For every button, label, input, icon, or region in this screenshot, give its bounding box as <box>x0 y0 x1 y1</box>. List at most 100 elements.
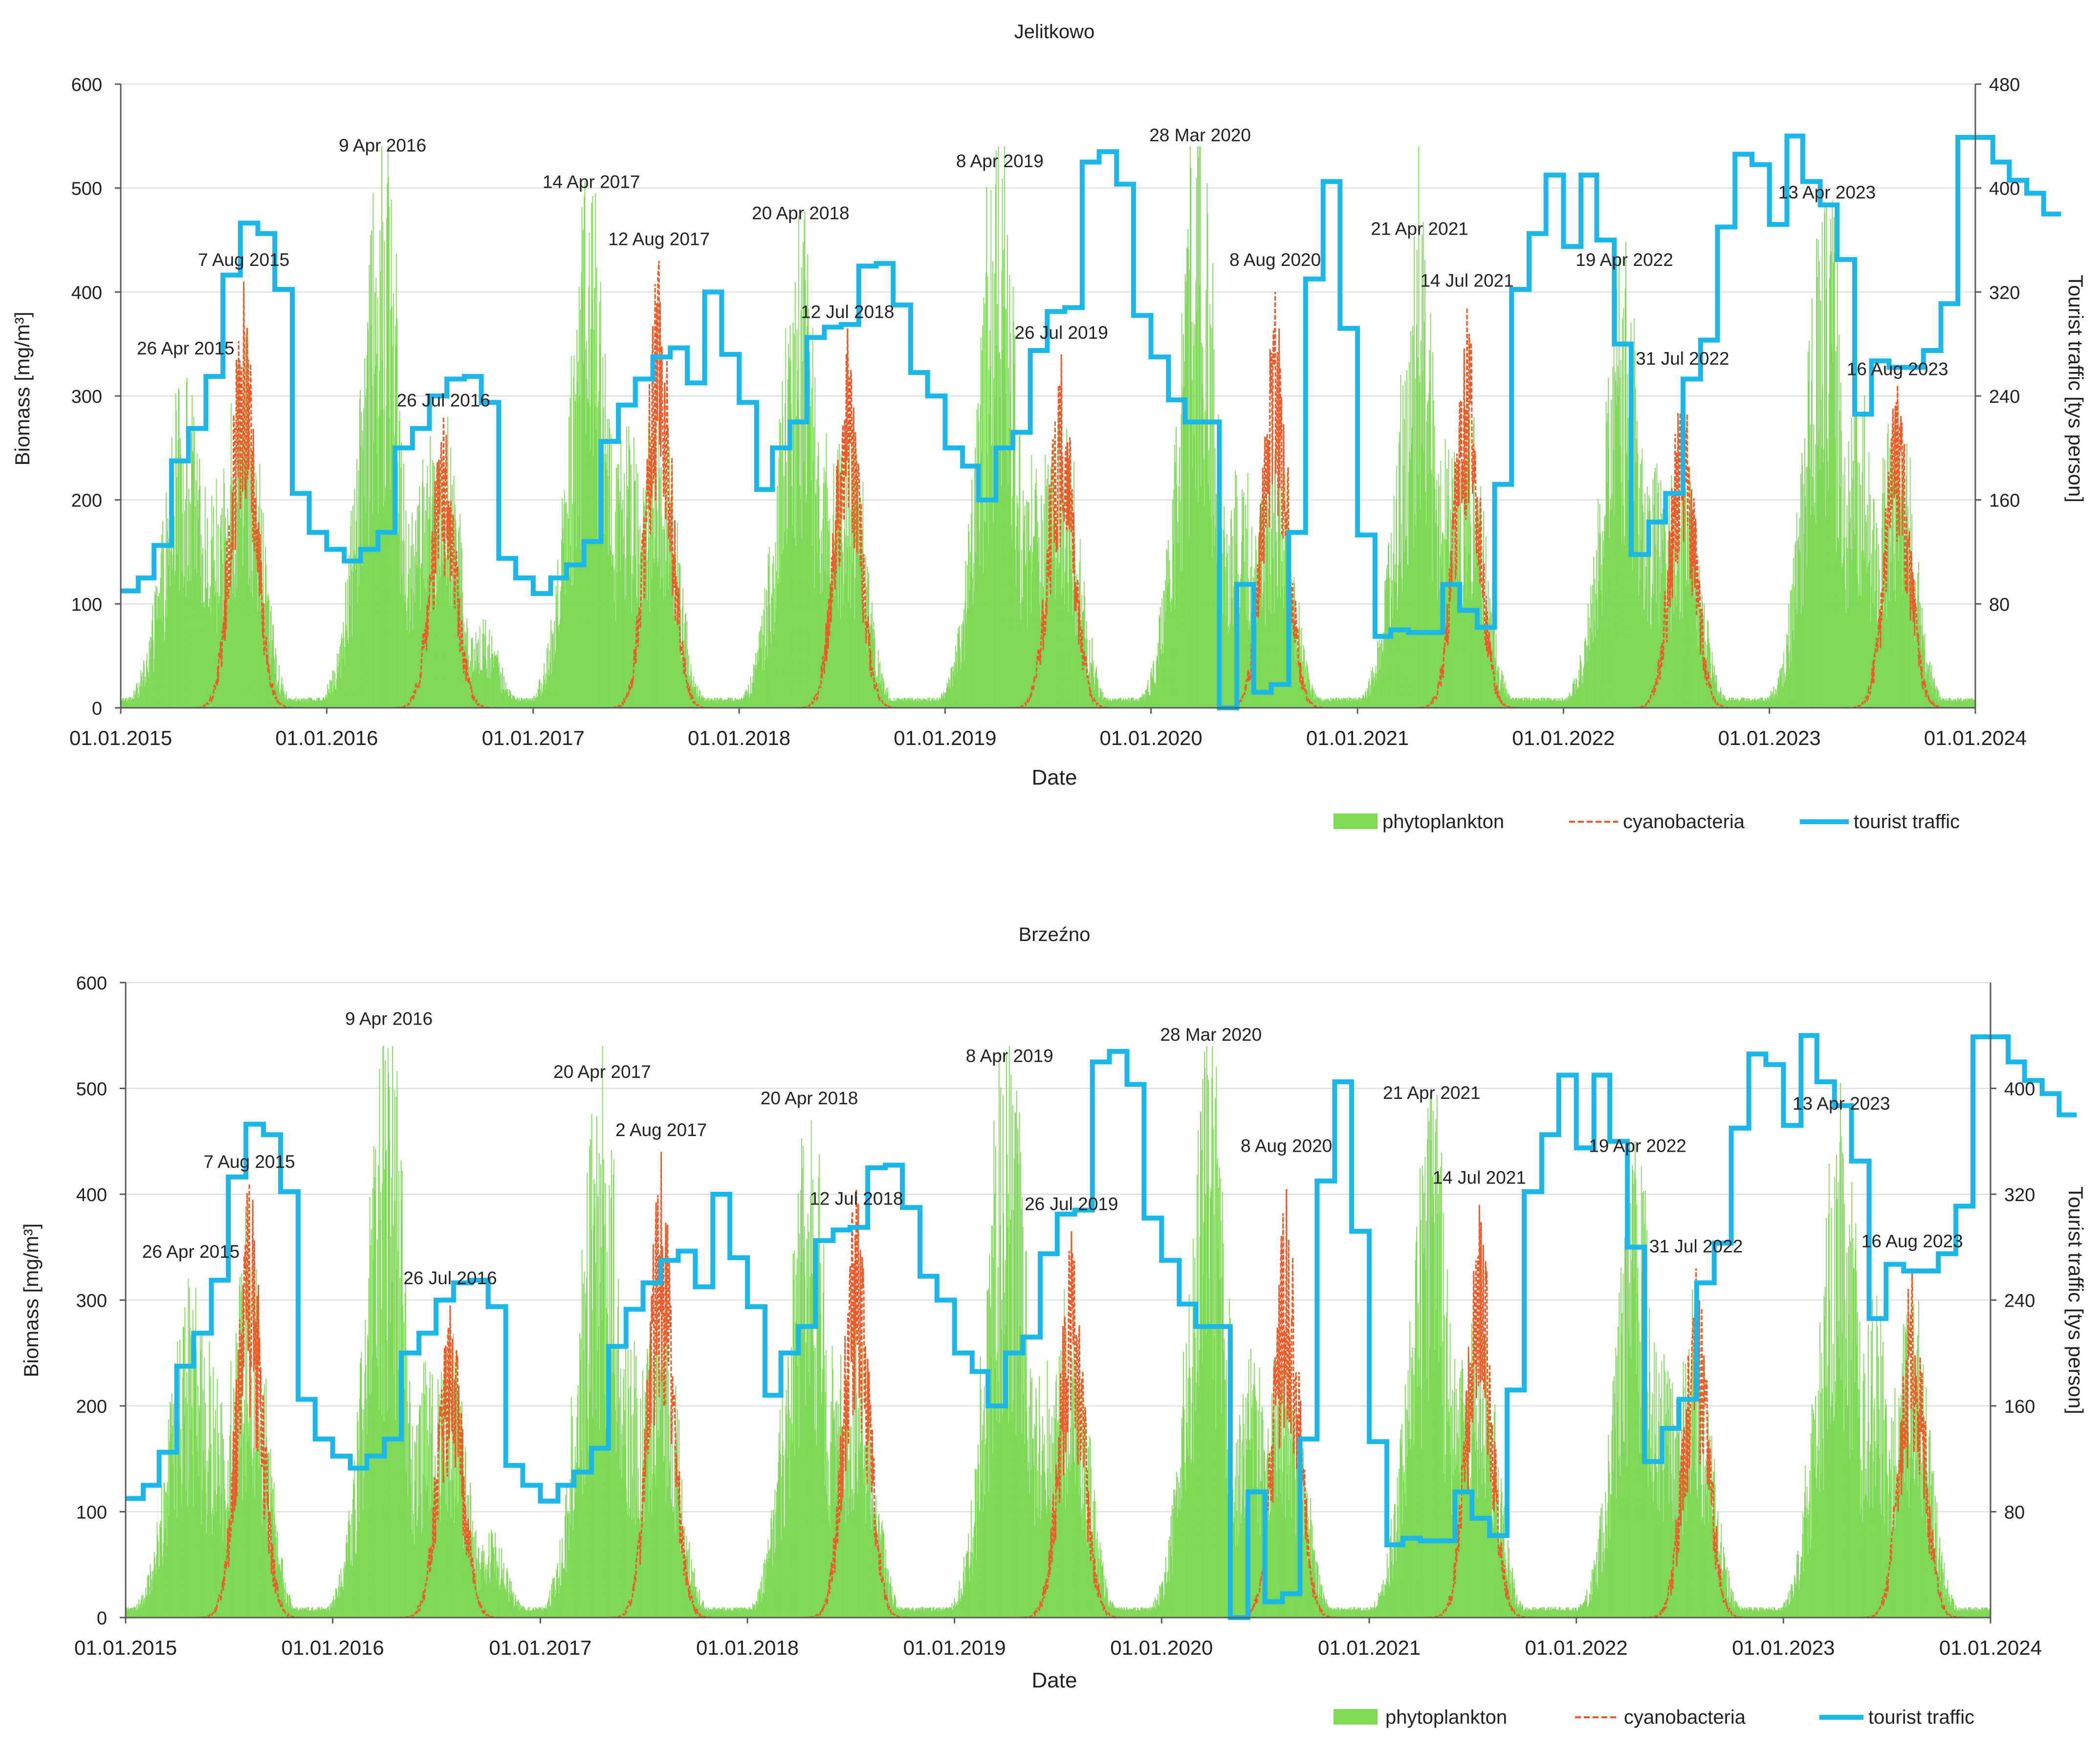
peak-annotation: 26 Jul 2016 <box>403 1268 497 1288</box>
chart-panel-brzezno: Brzeźno 0 100 200 300 400 500 600 80 160 240 320 40… <box>20 924 2087 1728</box>
x-tick-label: 01.01.2021 <box>1306 726 1409 749</box>
x-tick-label: 01.01.2024 <box>1939 1636 2042 1659</box>
peak-annotation: 21 Apr 2021 <box>1383 1083 1481 1103</box>
y-tick-label: 100 <box>76 1503 107 1523</box>
peak-annotation: 21 Apr 2021 <box>1371 219 1468 239</box>
peak-annotation: 12 Jul 2018 <box>809 1189 903 1209</box>
cyanobacteria-line <box>126 1152 1990 1619</box>
legend-swatch-phytoplankton <box>1334 813 1378 829</box>
peak-annotation: 16 Aug 2023 <box>1861 1231 1963 1251</box>
peak-annotation: 19 Apr 2022 <box>1575 250 1673 270</box>
peak-annotation: 7 Aug 2015 <box>198 250 289 270</box>
y-tick-label: 500 <box>71 179 102 199</box>
plot-area: 0 100 200 300 400 500 600 80 160 240 320 400 01.01.2… <box>74 973 2077 1659</box>
y-tick-label: 0 <box>92 699 102 719</box>
peak-annotation: 20 Apr 2018 <box>761 1088 858 1108</box>
peak-annotation: 8 Apr 2019 <box>966 1046 1053 1066</box>
peak-annotation: 14 Jul 2021 <box>1433 1167 1526 1187</box>
y2-tick-label: 160 <box>2004 1397 2035 1417</box>
peak-annotation: 28 Mar 2020 <box>1160 1025 1262 1045</box>
cyanobacteria-line <box>121 261 1975 709</box>
peak-annotation: 13 Apr 2023 <box>1793 1094 1890 1114</box>
chart-panel-jelitkowo: Jelitkowo 0 100 200 300 400 500 600 80 160 240 320… <box>11 21 2087 832</box>
peak-annotation: 31 Jul 2022 <box>1636 349 1729 369</box>
peak-annotation: 19 Apr 2022 <box>1589 1136 1686 1156</box>
tourist-traffic-line <box>126 1033 2077 1620</box>
peak-annotation: 12 Aug 2017 <box>608 229 710 249</box>
peak-annotation: 26 Apr 2015 <box>137 338 235 358</box>
peak-annotation: 26 Jul 2019 <box>1014 323 1108 343</box>
peak-annotation: 14 Jul 2021 <box>1420 271 1513 291</box>
x-axis-label: Date <box>1032 766 1077 789</box>
peak-annotation: 31 Jul 2022 <box>1649 1236 1743 1256</box>
peak-annotation: 14 Apr 2017 <box>543 172 640 192</box>
peak-annotation: 26 Apr 2015 <box>142 1242 240 1262</box>
y-axis-label: Biomass [mg/m³] <box>11 311 34 465</box>
peak-annotation: 12 Jul 2018 <box>801 302 894 322</box>
x-tick-label: 01.01.2016 <box>282 1636 384 1659</box>
y2-tick-label: 240 <box>2004 1291 2035 1312</box>
y2-tick-label: 320 <box>1989 283 2020 303</box>
y2-tick-label: 400 <box>1989 179 2020 199</box>
y2-tick-label: 80 <box>2004 1503 2025 1523</box>
x-tick-label: 01.01.2021 <box>1318 1636 1421 1659</box>
peak-annotation: 20 Apr 2018 <box>752 203 850 223</box>
y2-tick-label: 160 <box>1989 491 2020 511</box>
peak-annotation: 28 Mar 2020 <box>1149 125 1251 145</box>
x-tick-label: 01.01.2023 <box>1718 726 1821 749</box>
x-tick-label: 01.01.2020 <box>1100 726 1203 749</box>
y-tick-label: 300 <box>76 1291 107 1312</box>
y2-axis-label: Tourist traffic [tys person] <box>2064 1186 2087 1414</box>
legend: phytoplankton cyanobacteria tourist traf… <box>1334 1707 1974 1728</box>
tourist-traffic-line <box>121 133 2061 710</box>
legend-label-cyanobacteria: cyanobacteria <box>1624 1707 1746 1728</box>
y-tick-label: 300 <box>71 387 102 407</box>
y-tick-label: 400 <box>76 1185 107 1205</box>
plot-area: 0 100 200 300 400 500 600 80 160 240 320 400 480 01.0… <box>69 75 2061 749</box>
peak-annotation: 16 Aug 2023 <box>1847 359 1948 379</box>
x-tick-label: 01.01.2016 <box>275 726 378 749</box>
y-tick-label: 400 <box>71 283 102 303</box>
y-tick-label: 600 <box>71 75 102 95</box>
legend: phytoplankton cyanobacteria tourist traf… <box>1334 811 1960 832</box>
peak-annotation: 26 Jul 2016 <box>397 390 490 410</box>
peak-annotation: 9 Apr 2016 <box>345 1009 433 1029</box>
legend-label-cyanobacteria: cyanobacteria <box>1623 811 1745 832</box>
chart-title: Jelitkowo <box>1014 21 1095 43</box>
x-axis-label: Date <box>1032 1668 1077 1692</box>
y-axis-label: Biomass [mg/m³] <box>20 1223 43 1377</box>
peak-annotation: 13 Apr 2023 <box>1778 182 1876 202</box>
peak-annotation: 2 Aug 2017 <box>615 1120 707 1140</box>
x-tick-label: 01.01.2018 <box>688 726 790 749</box>
x-tick-label: 01.01.2017 <box>489 1636 591 1659</box>
x-tick-label: 01.01.2024 <box>1924 726 2027 749</box>
x-tick-label: 01.01.2019 <box>894 726 996 749</box>
x-tick-label: 01.01.2023 <box>1732 1636 1835 1659</box>
x-tick-label: 01.01.2019 <box>903 1636 1006 1659</box>
legend-label-tourist-traffic: tourist traffic <box>1868 1707 1974 1728</box>
peak-annotation: 7 Aug 2015 <box>203 1152 295 1172</box>
y2-tick-label: 480 <box>1989 75 2020 95</box>
peak-annotation: 20 Apr 2017 <box>553 1062 651 1082</box>
peak-annotation: 26 Jul 2019 <box>1025 1194 1118 1214</box>
legend-label-tourist-traffic: tourist traffic <box>1854 811 1960 832</box>
x-tick-label: 01.01.2018 <box>696 1636 799 1659</box>
chart-title: Brzeźno <box>1019 924 1091 945</box>
y2-tick-label: 80 <box>1989 594 2010 615</box>
peak-annotation: 9 Apr 2016 <box>339 135 426 155</box>
x-tick-label: 01.01.2015 <box>69 726 172 749</box>
legend-label-phytoplankton: phytoplankton <box>1382 811 1504 832</box>
y-tick-label: 500 <box>76 1079 107 1100</box>
x-tick-label: 01.01.2022 <box>1512 726 1615 749</box>
y-tick-label: 0 <box>97 1608 107 1629</box>
x-tick-label: 01.01.2022 <box>1525 1636 1628 1659</box>
y2-tick-label: 400 <box>2004 1079 2035 1100</box>
x-tick-label: 01.01.2020 <box>1110 1636 1213 1659</box>
y2-tick-label: 240 <box>1989 387 2020 407</box>
peak-annotation: 8 Apr 2019 <box>956 151 1044 171</box>
x-tick-label: 01.01.2017 <box>482 726 585 749</box>
peak-annotation: 8 Aug 2020 <box>1229 250 1321 270</box>
x-tick-label: 01.01.2015 <box>74 1636 177 1659</box>
